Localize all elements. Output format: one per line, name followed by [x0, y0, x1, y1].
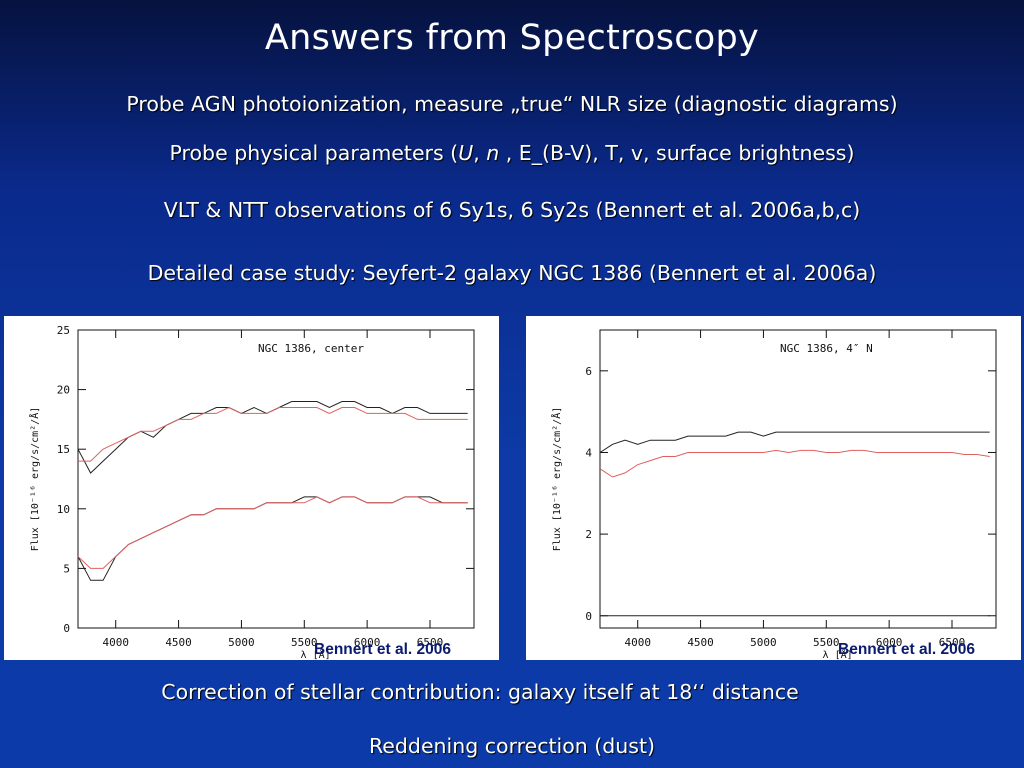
spectrum-chart-center: 4000 4500 5000 5500 6000 6500 0 5 10 15 20 25 λ [Å] F…: [28, 324, 475, 660]
x-tick-label: 5500: [813, 636, 840, 649]
x-tick-label: 4000: [624, 636, 651, 649]
x-tick-label: 6000: [876, 636, 903, 649]
y-tick-label: 0: [585, 610, 592, 623]
spectrum-label: NGC 1386, 4″ N: [780, 342, 873, 355]
x-tick-label: 6500: [417, 636, 444, 649]
spectrum-series-3: [77, 496, 468, 569]
y-tick-label: 10: [57, 503, 70, 516]
spectrum-chart-4n: 4000 4500 5000 5500 6000 6500 0 2 4 6 λ [Å] Flux [1…: [550, 329, 997, 660]
y-tick-label: 4: [585, 446, 592, 459]
x-tick-label: 5000: [750, 636, 777, 649]
y-tick-label: 5: [63, 562, 70, 575]
x-tick-label: 4000: [102, 636, 129, 649]
y-tick-label: 25: [57, 324, 70, 337]
bullet-physical-parameters: Probe physical parameters (U, n , E_(B-V…: [0, 141, 1024, 165]
y-tick-label: 2: [585, 528, 592, 541]
spectrum-series-1: [599, 449, 990, 478]
chart-axes: 4000 4500 5000 5500 6000 6500 0 2 4 6 λ [Å] Flux [1…: [550, 329, 997, 660]
params-suffix: , E_(B-V), T, v, surface brightness): [499, 141, 855, 165]
y-tick-label: 6: [585, 365, 592, 378]
bottom-text-stellar-correction: Correction of stellar contribution: gala…: [161, 680, 799, 704]
bottom-text-reddening: Reddening correction (dust): [368, 734, 656, 758]
param-n: n: [486, 141, 500, 165]
spectrum-series-0: [599, 431, 990, 453]
figure-caption-right: Bennert et al. 2006: [838, 641, 975, 658]
spectrum-series-1: [78, 406, 468, 462]
x-tick-label: 4500: [165, 636, 192, 649]
plot-frame: [599, 329, 997, 629]
spectrum-series-0: [77, 401, 468, 474]
params-prefix: Probe physical parameters (: [169, 141, 459, 165]
x-tick-label: 5500: [291, 636, 318, 649]
y-tick-label: 0: [63, 622, 70, 635]
spectrum-series-2: [77, 496, 468, 581]
bullet-case-study: Detailed case study: Seyfert-2 galaxy NG…: [147, 261, 877, 285]
figure-caption-left: Bennert et al. 2006: [314, 641, 451, 658]
y-axis-label: Flux [10⁻¹⁶ erg/s/cm²/Å]: [550, 407, 563, 552]
bullet-agn-photoionization: Probe AGN photoionization, measure „true…: [126, 92, 898, 116]
plot-frame: [77, 329, 475, 629]
x-tick-label: 6000: [354, 636, 381, 649]
x-axis-label: λ [Å]: [301, 648, 331, 660]
x-tick-label: 5000: [228, 636, 255, 649]
slide-title: Answers from Spectroscopy: [264, 18, 760, 58]
chart-axes: 4000 4500 5000 5500 6000 6500 0 5 10 15 20 25 λ [Å] F…: [28, 324, 475, 660]
y-tick-label: 20: [57, 384, 70, 397]
x-tick-label: 6500: [939, 636, 966, 649]
param-u: U: [458, 141, 474, 165]
params-sep: ,: [473, 141, 487, 165]
x-axis-label: λ [Å]: [823, 648, 853, 660]
bullet-observations: VLT & NTT observations of 6 Sy1s, 6 Sy2s…: [163, 198, 861, 222]
spectrum-figure-center: 4000 4500 5000 5500 6000 6500 0 5 10 15 20 25 λ [Å] F…: [4, 316, 499, 660]
y-tick-label: 15: [57, 443, 70, 456]
y-axis-label: Flux [10⁻¹⁶ erg/s/cm²/Å]: [28, 407, 41, 552]
spectrum-figure-4n: 4000 4500 5000 5500 6000 6500 0 2 4 6 λ [Å] Flux [1…: [526, 316, 1021, 660]
x-tick-label: 4500: [687, 636, 714, 649]
spectrum-label: NGC 1386, center: [258, 342, 364, 355]
